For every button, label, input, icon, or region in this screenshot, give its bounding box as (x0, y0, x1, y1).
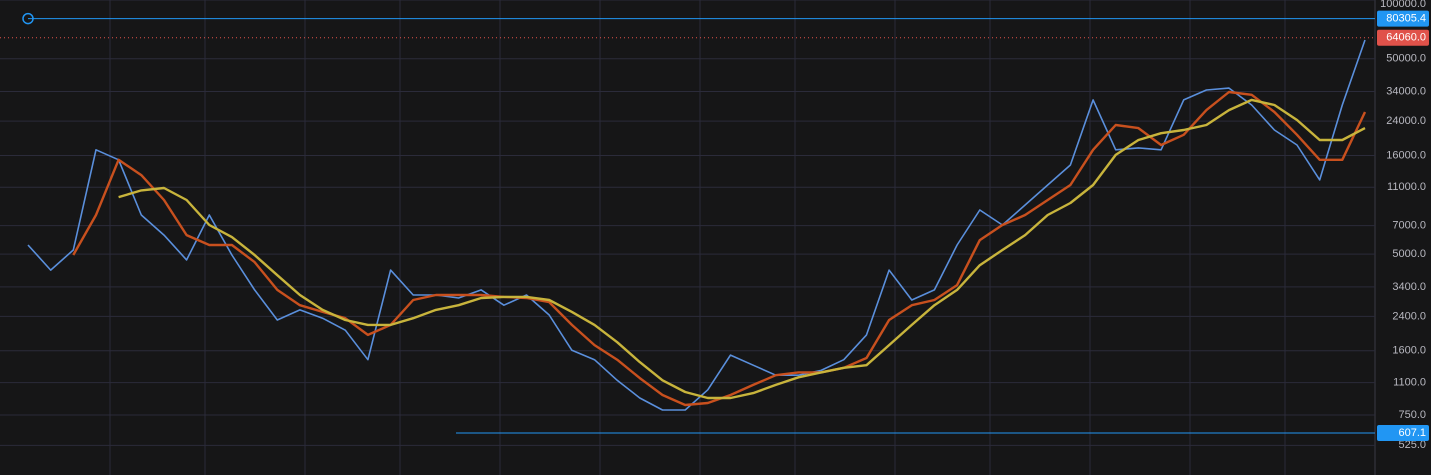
price-label-box (1377, 10, 1429, 27)
y-tick-label: 24000.0 (1386, 115, 1426, 127)
time-grid (109, 0, 1286, 475)
price-label-box (1377, 424, 1429, 441)
y-tick-label: 750.0 (1398, 409, 1426, 421)
y-tick-label: 525.0 (1398, 439, 1426, 451)
y-tick-label: 34000.0 (1386, 85, 1426, 97)
y-tick-label: 5000.0 (1392, 248, 1426, 260)
price-label-box (1377, 29, 1429, 46)
y-tick-label: 11000.0 (1387, 181, 1426, 193)
y-tick-label: 3400.0 (1392, 281, 1426, 293)
price-label: 607.1 (1398, 427, 1426, 439)
y-tick-label: 2400.0 (1392, 310, 1426, 322)
price-label: 64060.0 (1386, 32, 1426, 44)
price-line (27, 39, 1366, 411)
line-handle (22, 12, 34, 25)
y-tick-label: 1100.0 (1393, 376, 1426, 388)
y-tick-label: 1600.0 (1392, 345, 1426, 357)
y-tick-label: 50000.0 (1386, 53, 1426, 65)
y-tick-label: 100000.0 (1380, 0, 1426, 10)
y-tick-label: 7000.0 (1392, 219, 1426, 231)
price-line (118, 98, 1366, 400)
price-label: 80305.4 (1386, 13, 1426, 25)
y-tick-label: 16000.0 (1386, 149, 1426, 161)
